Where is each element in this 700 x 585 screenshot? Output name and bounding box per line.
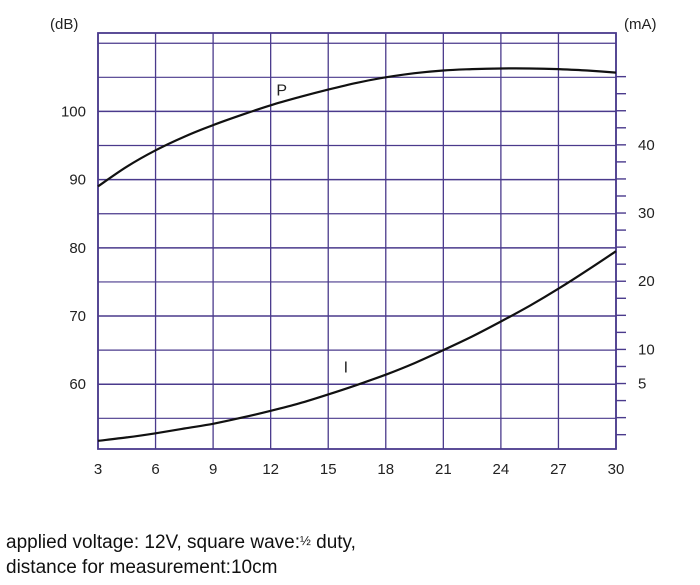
curve-label-i: I <box>344 360 348 377</box>
grid <box>97 33 617 449</box>
plot-border <box>97 32 617 450</box>
x-tick-label: 27 <box>550 461 567 478</box>
y-left-tick-label: 90 <box>69 172 86 189</box>
notes-line-1: applied voltage: 12V, square wave:½ duty… <box>6 528 356 555</box>
duty-fraction: ½ <box>300 533 311 548</box>
curves: PI <box>97 67 617 442</box>
y-right-tick-label: 5 <box>638 376 646 393</box>
right-axis-unit: (mA) <box>624 16 657 33</box>
x-tick-label: 21 <box>435 461 452 478</box>
y-left-tick-label: 100 <box>61 103 86 120</box>
y-left-tick-label: 80 <box>69 240 86 257</box>
curve-i <box>97 250 617 442</box>
y-right-tick-label: 40 <box>638 137 655 154</box>
notes-line-2: distance for measurement:10cm <box>6 557 278 578</box>
x-tick-label: 12 <box>262 461 279 478</box>
chart: PI 3 6 9 12 15 18 21 24 27 3060708090100510203040… <box>50 16 657 478</box>
notes-line-1-prefix: applied voltage: 12V, square wave: <box>6 532 301 553</box>
x-tick-label: 9 <box>209 461 217 478</box>
x-tick-label: 30 <box>608 461 625 478</box>
y-left-tick-label: 60 <box>69 376 86 393</box>
notes-line-1-suffix: duty, <box>310 532 356 553</box>
curve-label-p: P <box>276 83 287 100</box>
measurement-notes: applied voltage: 12V, square wave:½ duty… <box>6 528 356 580</box>
curve-p <box>97 67 617 188</box>
tick-labels: 3 6 9 12 15 18 21 24 27 30 60 70 80 90 100 5 10 20 30 40 (dB… <box>50 16 657 478</box>
y-right-tick-label: 10 <box>638 341 655 358</box>
x-tick-label: 6 <box>151 461 159 478</box>
left-axis-unit: (dB) <box>50 16 78 33</box>
x-tick-label: 15 <box>320 461 337 478</box>
y-right-tick-label: 20 <box>638 273 655 290</box>
right-axis-ticks <box>616 75 626 436</box>
y-right-tick-label: 30 <box>638 205 655 222</box>
x-tick-label: 24 <box>493 461 510 478</box>
x-tick-label: 18 <box>377 461 394 478</box>
plot-frame <box>97 32 617 450</box>
y-left-tick-label: 70 <box>69 308 86 325</box>
x-tick-label: 3 <box>94 461 102 478</box>
